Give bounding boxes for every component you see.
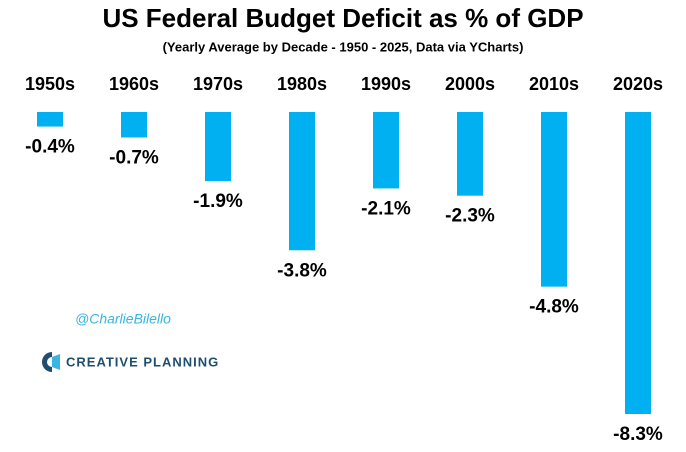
x-tick-label: 2010s xyxy=(529,74,579,94)
value-label: -8.3% xyxy=(613,424,663,445)
chart-title: US Federal Budget Deficit as % of GDP xyxy=(102,3,583,33)
bar xyxy=(37,112,63,127)
x-tick-label: 1960s xyxy=(109,74,159,94)
bar xyxy=(205,112,231,182)
bar xyxy=(373,112,399,189)
x-tick-label: 1970s xyxy=(193,74,243,94)
chart-subtitle: (Yearly Average by Decade - 1950 - 2025,… xyxy=(163,39,524,54)
value-label: -0.4% xyxy=(25,137,75,158)
x-tick-label: 2000s xyxy=(445,74,495,94)
value-label: -1.9% xyxy=(193,191,243,212)
value-label: -0.7% xyxy=(109,147,159,168)
bar xyxy=(625,112,651,414)
value-label: -2.3% xyxy=(445,206,495,227)
x-tick-label: 1990s xyxy=(361,74,411,94)
bar xyxy=(121,112,147,138)
value-label: -3.8% xyxy=(277,260,327,281)
bar xyxy=(457,112,483,196)
value-label: -4.8% xyxy=(529,297,579,318)
logo-icon xyxy=(42,352,60,372)
x-tick-label: 1950s xyxy=(25,74,75,94)
watermark: @CharlieBilello xyxy=(75,311,171,327)
logo-text: CREATIVE PLANNING xyxy=(66,354,219,369)
bar xyxy=(541,112,567,287)
value-label: -2.1% xyxy=(361,198,411,219)
x-tick-label: 2020s xyxy=(613,74,663,94)
bar xyxy=(289,112,315,251)
x-tick-label: 1980s xyxy=(277,74,327,94)
